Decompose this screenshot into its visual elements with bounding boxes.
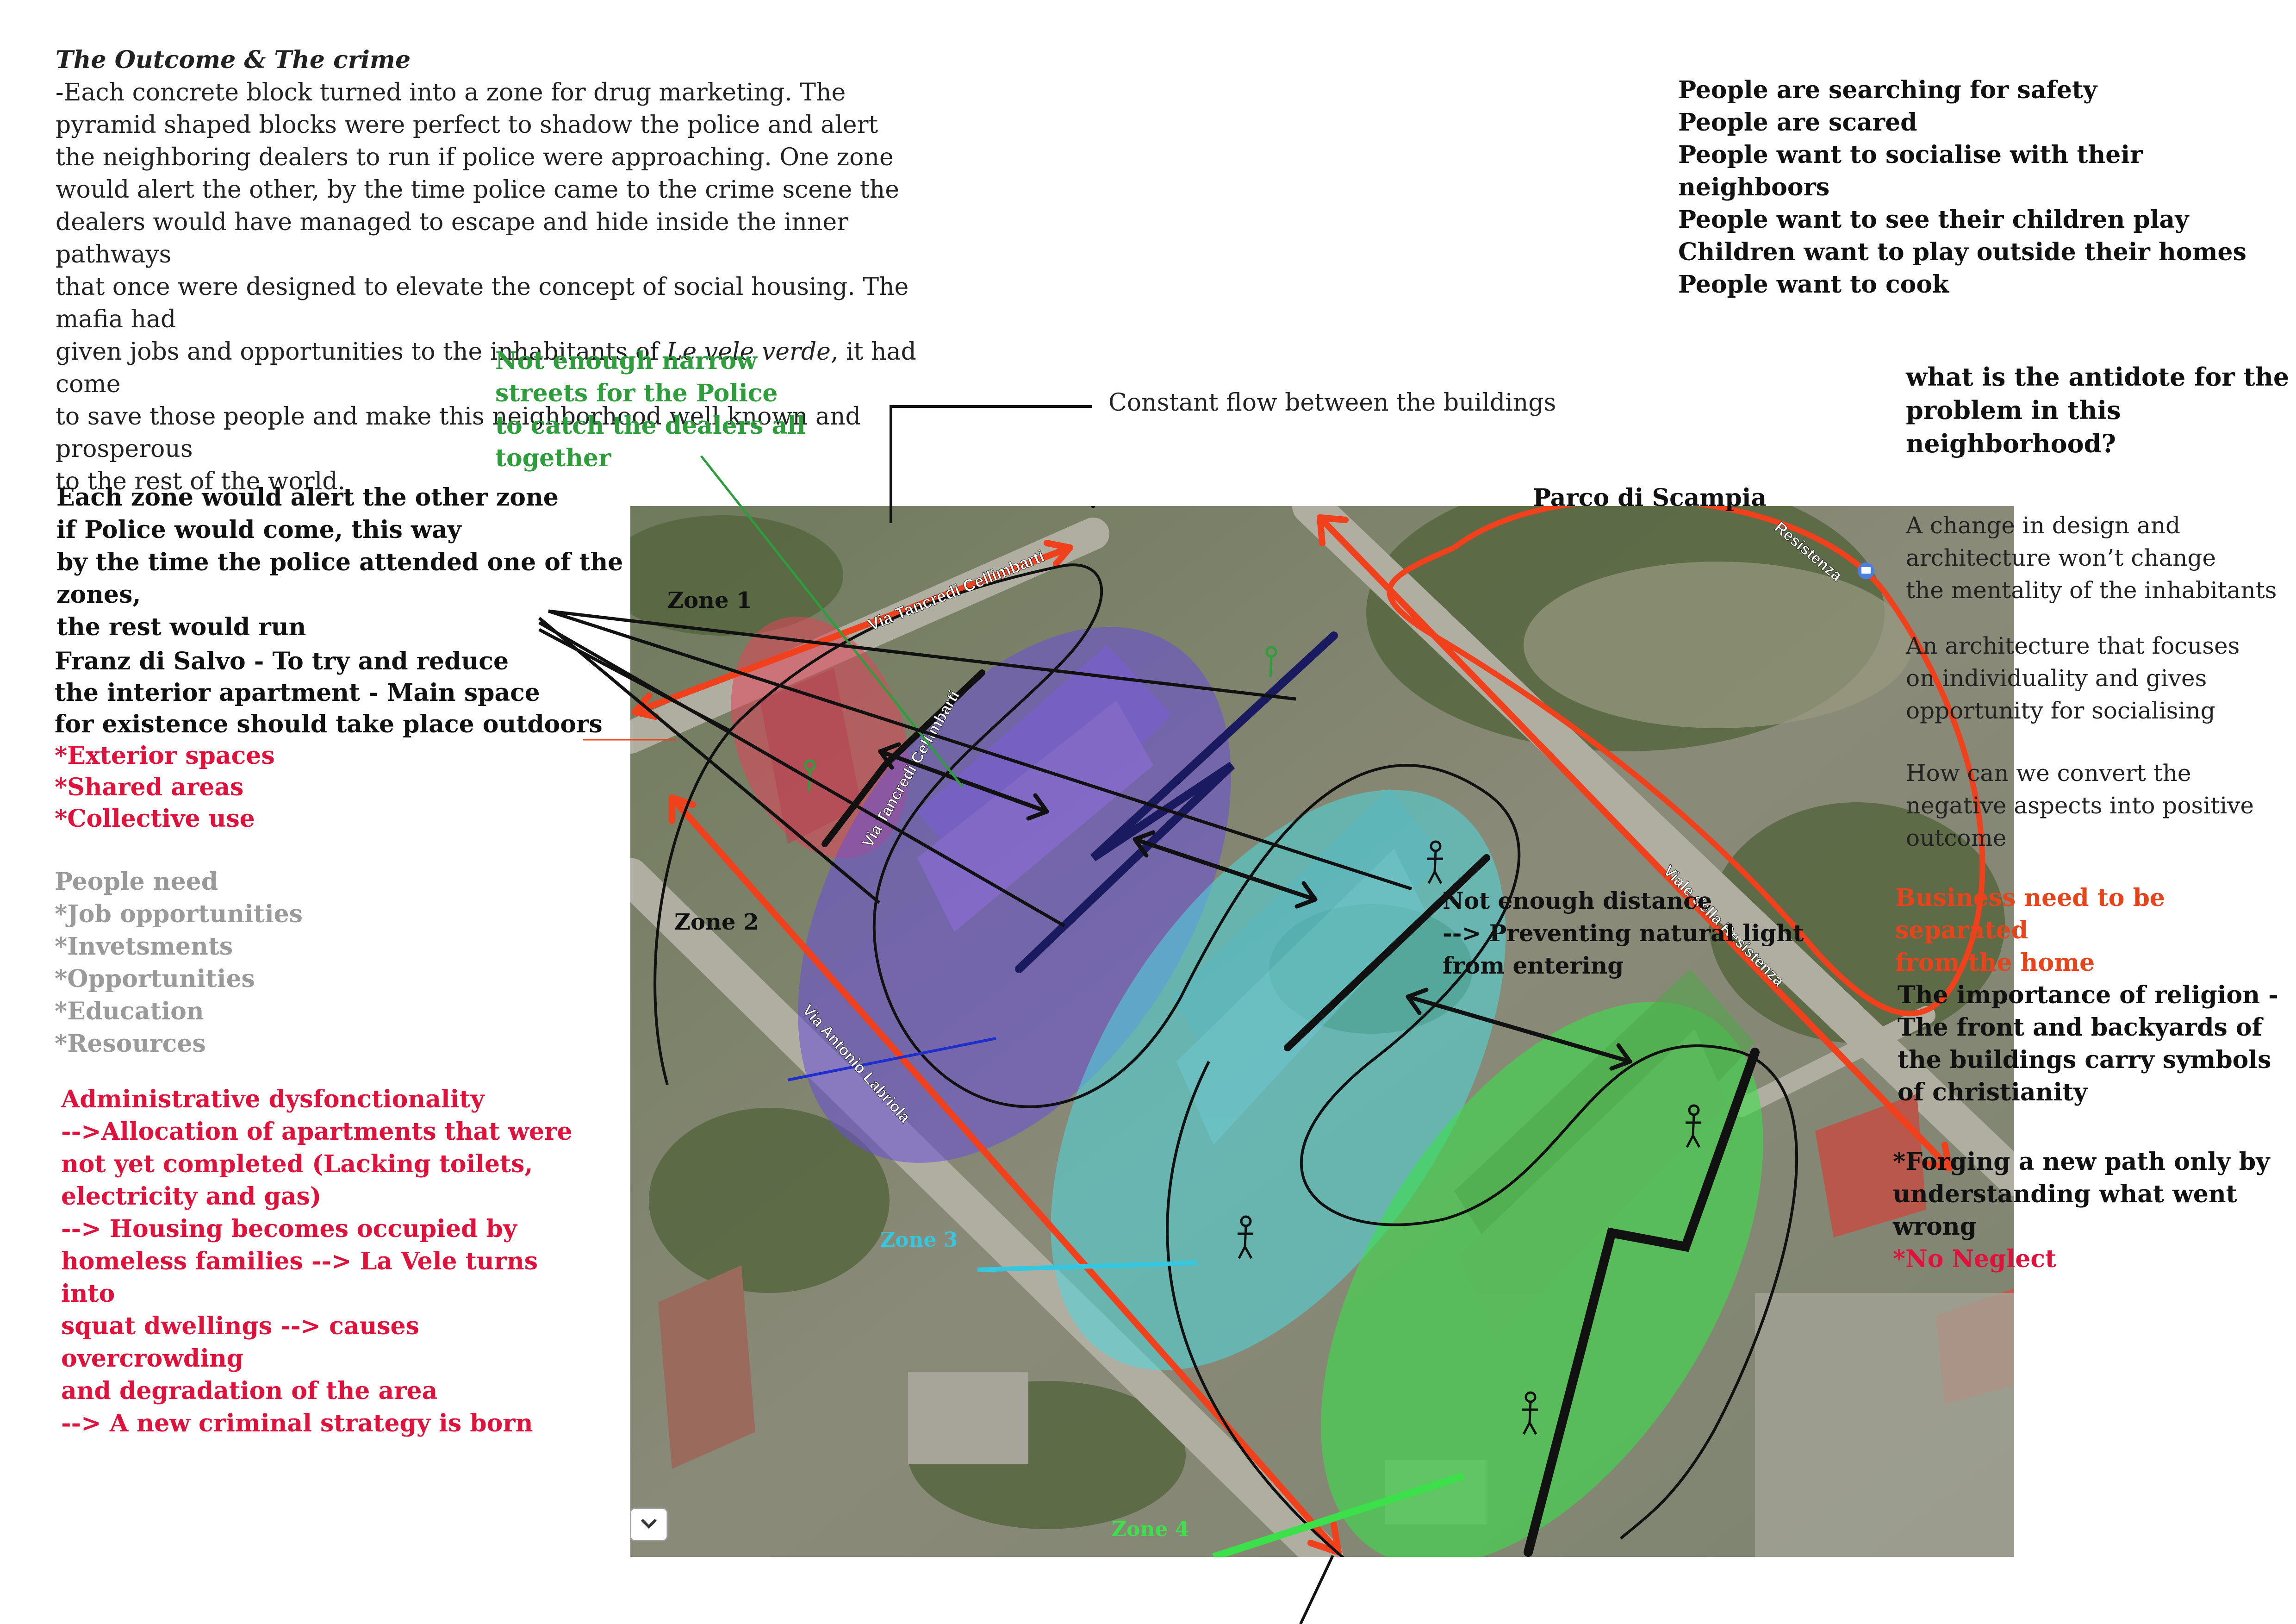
- outcome-body-end: , it had come to save those people and m…: [56, 338, 916, 495]
- people-statement: People want to see their children play: [1678, 206, 2189, 234]
- police-note: Not enough narrow streets for the Police…: [495, 347, 806, 472]
- flow-pointer: [890, 405, 1092, 523]
- people-statement: People want to cook: [1678, 270, 1949, 299]
- zone-3-pointer: [977, 1261, 1198, 1272]
- outcome-title: The Outcome & The crime: [56, 46, 411, 74]
- zone-4-pointer: [1212, 1472, 1465, 1557]
- person-icon: [1238, 1215, 1253, 1259]
- building-axis-lines: [821, 631, 1760, 1557]
- zone-label: Zone 4: [1112, 1518, 1189, 1541]
- religion-note: The importance of religion - The front a…: [1898, 981, 2278, 1106]
- people-statement: People want to socialise with their neig…: [1678, 141, 2143, 201]
- people-need-item: *Invetsments: [55, 932, 233, 961]
- zone-label: Zone 3: [880, 1228, 958, 1252]
- administrative-note: Administrative dysfonctionality -->Alloc…: [61, 1085, 572, 1437]
- zone-label: Zone 1: [667, 587, 752, 613]
- zone-contour-line: [653, 563, 1798, 1557]
- outcome-italic-name: Le vele verde: [666, 338, 831, 366]
- distance-note-line: --> Preventing natural light: [1443, 919, 1804, 947]
- aerial-map: Via Tancredi Cellimbarti Via Tancredi Ce…: [630, 506, 2014, 1557]
- person-icon: [1522, 1391, 1538, 1435]
- alert-note: Each zone would alert the other zone if …: [56, 483, 623, 641]
- franz-item: *Collective use: [55, 805, 255, 833]
- person-icon: [1686, 1104, 1701, 1148]
- chevron-down-icon[interactable]: [630, 1507, 668, 1542]
- mail-icon: [1858, 562, 1874, 579]
- people-statement: People are searching for safety: [1678, 76, 2097, 104]
- individuality-note: An architecture that focuses on individu…: [1906, 632, 2240, 724]
- design-change-note: A change in design and architecture won’…: [1906, 512, 2277, 604]
- franz-note: Franz di Salvo - To try and reduce the i…: [55, 646, 610, 835]
- outcome-body-start: -Each concrete block turned into a zone …: [56, 79, 909, 366]
- forging-text: *Forging a new path only by understandin…: [1893, 1148, 2270, 1241]
- business-note: Business need to be separated from the h…: [1895, 884, 2165, 977]
- bottom-pointer: [1299, 1555, 1334, 1624]
- zone-2-pointer: [787, 1037, 996, 1081]
- alert-arrows: [878, 506, 1632, 1071]
- people-need-item: *Job opportunities: [55, 900, 303, 928]
- people-statement: Children want to play outside their home…: [1678, 238, 2246, 266]
- person-icon: [1427, 840, 1443, 884]
- park-plaza: [1524, 562, 1912, 728]
- antidote-question: what is the antidote for the problem in …: [1906, 362, 2290, 458]
- convert-note: How can we convert the negative aspects …: [1906, 760, 2254, 851]
- people-statement: People are scared: [1678, 108, 1917, 137]
- park-title: Parco di Scampia: [1533, 484, 1767, 512]
- franz-text: Franz di Salvo - To try and reduce the i…: [55, 647, 603, 738]
- distance-note-line: from entering: [1443, 952, 1624, 979]
- distance-note: Not enough distance --> Preventing natur…: [1443, 887, 1812, 979]
- person-icon: [1265, 646, 1277, 678]
- people-statements: People are searching for safety People a…: [1678, 74, 2280, 301]
- people-need-list: People need *Job opportunities *Invetsme…: [55, 866, 379, 1060]
- neglect-text: *No Neglect: [1893, 1245, 2057, 1273]
- people-need-title: People need: [55, 868, 218, 896]
- flow-note: Constant flow between the buildings: [1108, 389, 1556, 417]
- people-need-item: *Resources: [55, 1030, 206, 1058]
- alert-pointer-fan: [538, 609, 1412, 928]
- zone-label: Zone 2: [674, 909, 759, 935]
- franz-item: *Exterior spaces: [55, 742, 275, 770]
- franz-item: *Shared areas: [55, 773, 244, 801]
- people-need-item: *Opportunities: [55, 965, 255, 993]
- red-loop-annotation: [1387, 506, 1985, 1017]
- outcome-body: -Each concrete block turned into a zone …: [56, 76, 963, 498]
- distance-note-line: Not enough distance: [1443, 887, 1712, 914]
- forging-note: *Forging a new path only by understandin…: [1893, 1146, 2296, 1275]
- people-need-item: *Education: [55, 997, 204, 1025]
- outcome-text-block: The Outcome & The crime -Each concrete b…: [56, 44, 963, 498]
